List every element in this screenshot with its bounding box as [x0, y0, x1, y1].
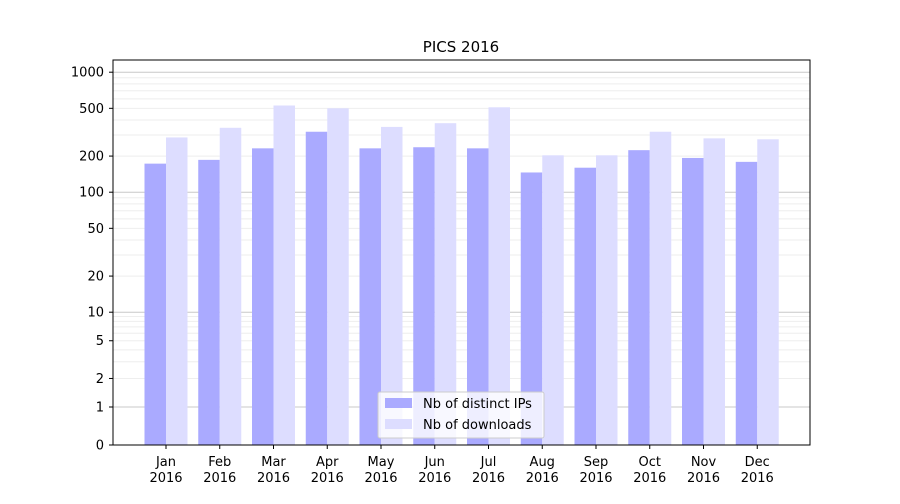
bar-downloads — [166, 137, 188, 445]
bars — [144, 105, 779, 446]
bar-distinct-ips — [682, 157, 704, 446]
y-tick-label: 200 — [79, 150, 104, 165]
bar-downloads — [488, 107, 510, 446]
y-tick-label: 10 — [87, 306, 104, 321]
y-tick-label: 500 — [79, 102, 104, 117]
y-tick-label: 20 — [87, 270, 104, 285]
bar-distinct-ips — [359, 148, 381, 446]
y-tick-label: 2 — [96, 372, 104, 387]
bar-distinct-ips — [735, 161, 758, 445]
bar-downloads — [703, 138, 725, 446]
y-axis: 0 1 2 5 10 20 50 100 200 500 1000 — [71, 66, 113, 454]
x-tick-label: 2016 — [257, 471, 290, 486]
bar-distinct-ips — [305, 131, 328, 445]
chart-title: PICS 2016 — [423, 38, 499, 56]
bar-distinct-ips — [628, 150, 650, 446]
bar-distinct-ips — [144, 163, 166, 445]
bar-downloads — [649, 131, 672, 445]
y-tick-label: 5 — [96, 334, 104, 349]
bar-distinct-ips — [520, 172, 543, 445]
bar-downloads — [273, 105, 295, 445]
x-tick-label: Jun — [424, 455, 445, 470]
bar-distinct-ips — [252, 148, 274, 446]
x-tick-label: May — [368, 455, 395, 470]
x-tick-label: Jul — [480, 455, 497, 470]
bar-downloads — [327, 108, 349, 445]
x-tick-label: Oct — [639, 455, 661, 470]
x-tick-label: 2016 — [418, 471, 451, 486]
legend-box — [377, 391, 545, 439]
x-tick-label: Mar — [261, 455, 286, 470]
legend-label-downloads: Nb of downloads — [423, 418, 532, 433]
bar-downloads — [757, 139, 779, 446]
x-tick-label: 2016 — [472, 471, 505, 486]
bar-downloads — [596, 155, 618, 445]
x-tick-label: 2016 — [311, 471, 344, 486]
legend-label-ips: Nb of distinct IPs — [423, 397, 532, 412]
bar-distinct-ips — [574, 167, 596, 445]
x-tick-label: Apr — [316, 455, 339, 470]
x-tick-label: 2016 — [203, 471, 236, 486]
bar-downloads — [542, 155, 564, 445]
x-tick-label: 2016 — [579, 471, 612, 486]
x-tick-label: 2016 — [364, 471, 397, 486]
y-tick-label: 0 — [96, 439, 104, 454]
y-tick-label: 100 — [79, 186, 104, 201]
bar-distinct-ips — [198, 159, 220, 445]
x-tick-label: Feb — [208, 455, 231, 470]
x-axis: Jan2016Feb2016Mar2016Apr2016May2016Jun20… — [149, 445, 774, 486]
y-tick-label: 1000 — [71, 66, 104, 81]
bar-downloads — [434, 123, 457, 445]
x-tick-label: Nov — [691, 455, 717, 470]
plot-frame — [112, 59, 811, 446]
bar-downloads — [381, 126, 403, 445]
legend: Nb of distinct IPs Nb of downloads — [377, 391, 545, 439]
legend-swatch-ips — [385, 398, 412, 408]
x-tick-label: 2016 — [526, 471, 559, 486]
y-tick-label: 1 — [96, 401, 104, 416]
x-tick-label: Dec — [745, 455, 770, 470]
x-tick-label: Jan — [155, 455, 176, 470]
legend-swatch-downloads — [385, 419, 412, 429]
y-tick-label: 50 — [87, 222, 104, 237]
bar-distinct-ips — [467, 148, 489, 446]
x-tick-label: 2016 — [633, 471, 666, 486]
x-tick-label: Sep — [584, 455, 609, 470]
x-tick-label: Aug — [530, 455, 555, 470]
x-tick-label: 2016 — [741, 471, 774, 486]
bar-downloads — [219, 127, 242, 445]
bar-distinct-ips — [413, 147, 435, 445]
x-tick-label: 2016 — [149, 471, 182, 486]
x-tick-label: 2016 — [687, 471, 720, 486]
